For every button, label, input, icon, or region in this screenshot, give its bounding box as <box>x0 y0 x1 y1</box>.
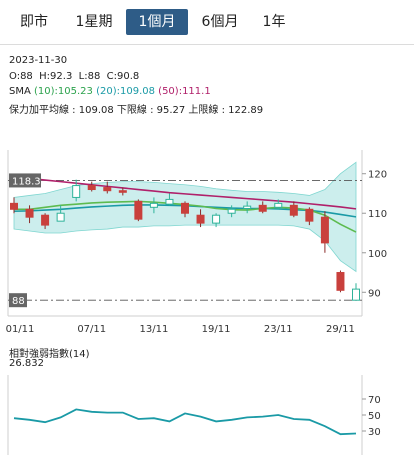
sma-legend: SMA (10):105.23 (20):109.08 (50):111.1 <box>9 86 211 97</box>
sma50-line <box>13 176 357 210</box>
high-marker-label: 118.3 <box>12 176 41 187</box>
candle-body <box>212 214 221 224</box>
y-tick-label: 120 <box>368 170 387 181</box>
candle-body <box>41 214 50 226</box>
rsi-title: 相對強弱指數(14) <box>9 345 90 360</box>
candle-body <box>196 214 205 224</box>
low-marker-box <box>9 293 27 308</box>
tab-6-months[interactable]: 6個月 <box>201 14 239 30</box>
rsi-y-tick-label: 70 <box>368 395 381 406</box>
candle-body <box>352 288 360 301</box>
low-marker-label: 88 <box>12 296 25 307</box>
candle-body <box>149 202 158 208</box>
candle-body <box>258 204 267 212</box>
x-tick-label: 19/11 <box>202 324 231 335</box>
x-tick-label: 07/11 <box>77 324 106 335</box>
x-tick-label: 23/11 <box>264 324 293 335</box>
x-tick-label: 13/11 <box>139 324 168 335</box>
candle-body <box>305 208 314 222</box>
candle-body <box>336 272 345 291</box>
sma50-value: (50):111.1 <box>158 86 211 97</box>
x-tick-label: 01/11 <box>6 324 35 335</box>
candle-body <box>289 204 298 216</box>
candle-body <box>10 202 18 210</box>
candle-body <box>56 212 65 222</box>
rsi-y-tick-label: 30 <box>368 427 381 438</box>
rsi-line <box>13 408 357 436</box>
period-tab-bar: 即市 1星期 1個月 6個月 1年 <box>0 0 414 45</box>
sma10-value: (10):105.23 <box>34 86 93 97</box>
candle-body <box>320 216 329 244</box>
sma-label: SMA <box>9 86 31 97</box>
tab-realtime[interactable]: 即市 <box>20 14 48 30</box>
rsi-y-tick-label: 50 <box>368 411 381 422</box>
candle-body <box>165 198 174 205</box>
candle-body <box>243 205 252 209</box>
quote-date: 2023-11-30 <box>9 55 68 66</box>
bollinger-legend: 保力加平均線 : 109.08 下限線 : 95.27 上限線 : 122.89 <box>9 105 264 116</box>
tab-1-week[interactable]: 1星期 <box>75 14 113 30</box>
candle-body <box>134 200 143 220</box>
rsi-period: (14) <box>69 349 90 360</box>
candle-body <box>25 208 34 218</box>
rsi-chart: 30 50 70 <box>7 375 381 455</box>
candle-body <box>118 190 127 193</box>
tab-1-month[interactable]: 1個月 <box>126 9 188 35</box>
candle-body <box>181 202 189 214</box>
price-chart: 90 100 110 120 118.3 88 01/11 07/11 13/11 19/11 23… <box>6 150 387 335</box>
high-marker-box <box>9 173 41 188</box>
y-tick-label: 100 <box>368 249 387 260</box>
x-tick-label: 29/11 <box>326 324 355 335</box>
candle-body <box>103 187 112 192</box>
candle-body <box>87 185 96 191</box>
rsi-current-value: 26.832 <box>9 358 44 369</box>
ohlc-values: O:88 H:92.3 L:88 C:90.8 <box>9 71 140 82</box>
rsi-title-text: 相對強弱指數 <box>9 349 69 360</box>
y-tick-label: 90 <box>368 288 381 299</box>
tab-1-year[interactable]: 1年 <box>262 14 286 30</box>
y-tick-label: 110 <box>368 209 387 220</box>
candle-body <box>227 208 236 214</box>
candle-body <box>72 185 81 198</box>
sma20-value: (20):109.08 <box>96 86 155 97</box>
candle-body <box>274 202 283 208</box>
